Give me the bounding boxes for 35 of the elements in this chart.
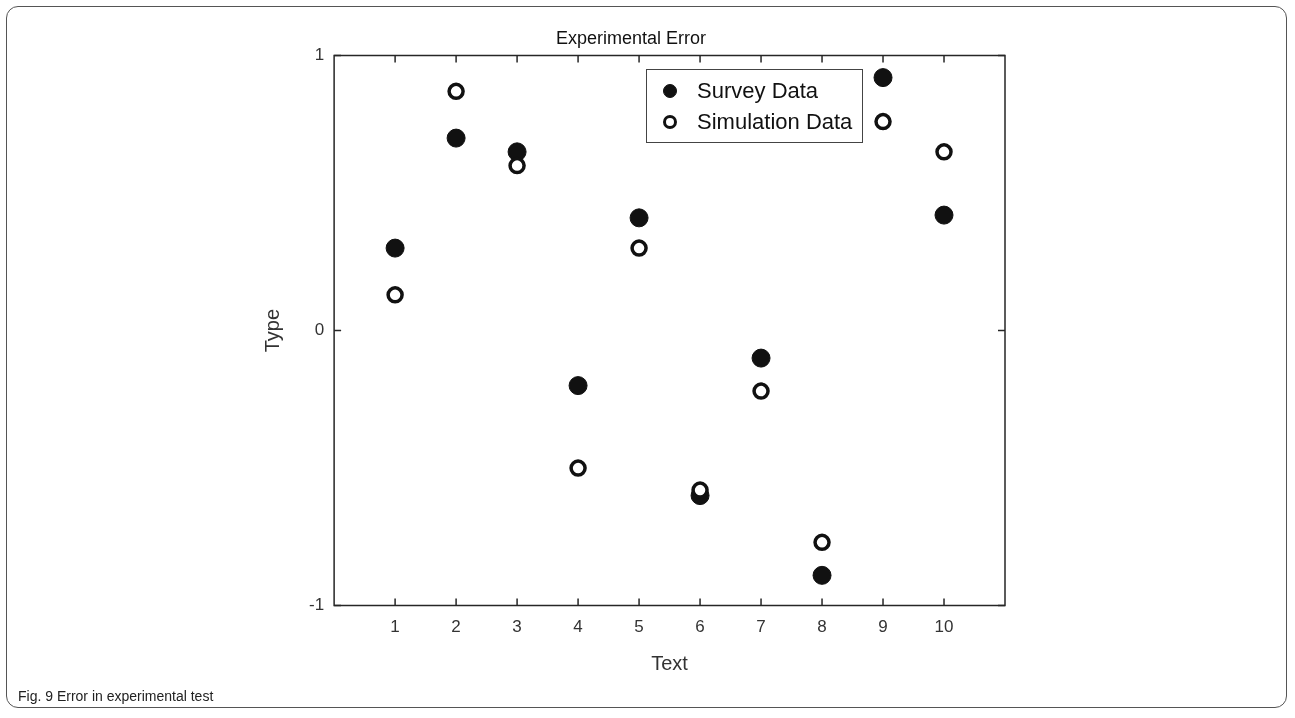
point [874, 112, 892, 131]
x-tick-label: 7 [756, 617, 766, 637]
point [813, 533, 831, 552]
x-tick-label: 2 [451, 617, 461, 637]
x-tick-label: 6 [695, 617, 705, 637]
point [752, 382, 770, 400]
point [446, 128, 466, 148]
point [873, 68, 893, 88]
x-tick-label: 9 [878, 617, 888, 637]
chart-title: Experimental Error [555, 27, 707, 48]
legend-label: Survey Data [697, 78, 819, 105]
x-tick-label: 5 [634, 617, 644, 637]
point [569, 459, 587, 477]
x-tick-label: 1 [390, 617, 400, 637]
point [385, 238, 405, 258]
y-tick-label: 0 [314, 320, 325, 340]
point [568, 376, 588, 396]
point [630, 239, 648, 257]
x-tick-label: 4 [573, 617, 583, 637]
x-tick-label: 8 [817, 617, 827, 637]
point [812, 565, 832, 585]
y-axis-title: Type [260, 308, 283, 353]
point [935, 143, 953, 161]
x-tick-label: 10 [934, 617, 954, 637]
caption: Fig. 9 Error in experimental test [18, 688, 214, 704]
point [934, 205, 954, 225]
x-axis-title: Text [651, 651, 689, 674]
point [629, 208, 649, 228]
y-tick-label: 1 [314, 45, 325, 65]
x-tick-label: 3 [512, 617, 522, 637]
legend-label: Simulation Data [697, 109, 853, 136]
point [386, 286, 404, 304]
y-tick-label: -1 [308, 595, 325, 615]
point [447, 82, 465, 101]
point [751, 348, 771, 368]
